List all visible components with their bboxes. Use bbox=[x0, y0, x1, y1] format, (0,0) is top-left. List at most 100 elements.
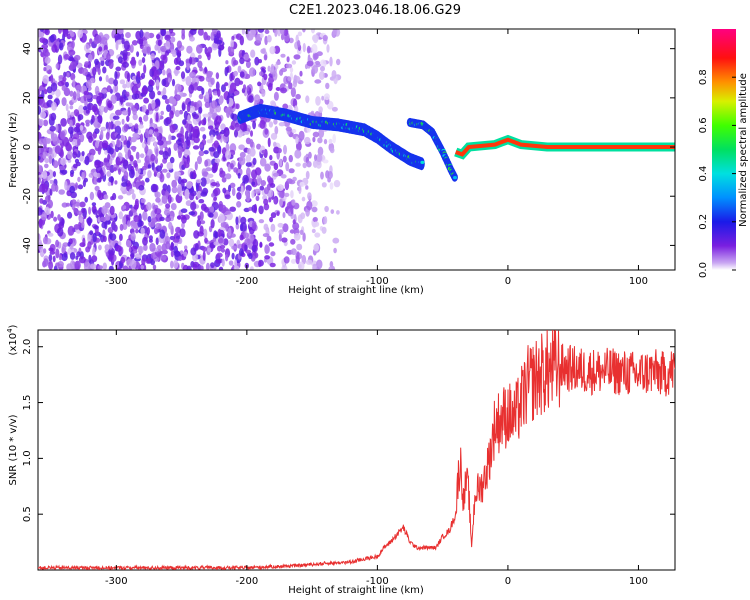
noise-blob bbox=[170, 250, 174, 258]
noise-blob bbox=[60, 118, 67, 127]
noise-blob bbox=[67, 110, 71, 119]
noise-blob bbox=[81, 221, 85, 229]
noise-blob bbox=[164, 34, 171, 41]
noise-blob bbox=[229, 72, 233, 82]
noise-blob bbox=[109, 205, 115, 216]
noise-blob bbox=[44, 158, 50, 164]
snr-scale-exponent: 4 bbox=[6, 328, 14, 333]
noise-blob bbox=[85, 109, 90, 114]
noise-blob bbox=[207, 46, 213, 54]
noise-blob bbox=[192, 145, 200, 150]
noise-blob bbox=[196, 85, 203, 92]
noise-blob bbox=[101, 205, 108, 215]
noise-blob bbox=[152, 264, 157, 270]
noise-blob bbox=[234, 259, 238, 267]
noise-blob bbox=[293, 54, 301, 60]
noise-blob bbox=[197, 60, 203, 69]
noise-blob bbox=[141, 257, 146, 266]
noise-blob bbox=[174, 171, 178, 178]
noise-blob bbox=[154, 128, 159, 133]
noise-blob bbox=[92, 66, 97, 76]
noise-blob bbox=[225, 253, 229, 262]
noise-blob bbox=[157, 39, 162, 47]
noise-blob bbox=[228, 260, 234, 266]
noise-blob bbox=[63, 71, 67, 78]
noise-blob bbox=[159, 173, 165, 183]
noise-blob bbox=[45, 51, 51, 57]
noise-blob bbox=[227, 105, 233, 115]
noise-blob bbox=[186, 136, 190, 147]
noise-blob bbox=[203, 150, 209, 155]
noise-blob bbox=[169, 156, 175, 164]
noise-blob bbox=[114, 180, 118, 185]
noise-blob bbox=[269, 216, 274, 223]
noise-blob bbox=[285, 126, 292, 132]
noise-blob bbox=[295, 93, 301, 100]
noise-blob bbox=[143, 244, 148, 251]
noise-blob bbox=[168, 134, 172, 142]
noise-blob bbox=[228, 184, 232, 192]
noise-blob bbox=[41, 183, 49, 193]
noise-blob bbox=[263, 54, 268, 61]
noise-blob bbox=[60, 130, 66, 140]
noise-blob bbox=[95, 165, 103, 174]
noise-blob bbox=[102, 66, 107, 74]
noise-blob bbox=[224, 66, 228, 77]
noise-blob bbox=[133, 134, 141, 139]
noise-blob bbox=[280, 87, 287, 94]
noise-blob bbox=[105, 214, 111, 221]
noise-blob bbox=[129, 169, 135, 179]
noise-blob bbox=[104, 244, 110, 251]
noise-blob bbox=[75, 84, 82, 90]
zero-line-core bbox=[455, 137, 675, 157]
noise-blob bbox=[186, 45, 193, 54]
noise-blob bbox=[145, 128, 149, 139]
noise-blob bbox=[49, 188, 53, 196]
noise-blob bbox=[236, 129, 244, 138]
noise-blob bbox=[69, 90, 74, 97]
noise-blob bbox=[219, 244, 226, 249]
noise-blob bbox=[288, 154, 293, 163]
noise-blob bbox=[311, 43, 318, 54]
noise-blob bbox=[231, 252, 235, 260]
noise-blob bbox=[213, 187, 221, 196]
noise-blob bbox=[316, 259, 323, 270]
noise-blob bbox=[71, 199, 77, 205]
noise-blob bbox=[81, 171, 85, 180]
noise-blob bbox=[153, 227, 159, 235]
noise-blob bbox=[234, 77, 241, 87]
noise-blob bbox=[111, 220, 116, 231]
noise-blob bbox=[181, 222, 185, 229]
noise-blob bbox=[294, 149, 302, 159]
noise-blob bbox=[207, 247, 212, 253]
noise-blob bbox=[296, 251, 300, 259]
noise-blob bbox=[171, 179, 178, 188]
noise-blob bbox=[153, 140, 157, 148]
noise-blob bbox=[73, 163, 78, 169]
noise-blob bbox=[217, 88, 221, 97]
noise-blob bbox=[97, 123, 101, 128]
noise-blob bbox=[218, 266, 224, 270]
noise-blob bbox=[84, 155, 90, 166]
noise-blob bbox=[114, 120, 122, 127]
noise-blob bbox=[277, 184, 284, 192]
noise-blob bbox=[120, 187, 125, 192]
noise-blob bbox=[129, 154, 134, 162]
noise-blob bbox=[149, 90, 156, 100]
noise-blob bbox=[103, 157, 108, 163]
noise-blob bbox=[155, 237, 159, 245]
noise-blob bbox=[78, 256, 86, 264]
noise-blob bbox=[289, 67, 294, 73]
noise-blob bbox=[155, 60, 160, 68]
noise-blob bbox=[55, 262, 60, 267]
snr-xlabel: Height of straight line (km) bbox=[288, 585, 424, 596]
noise-blob bbox=[258, 219, 265, 224]
noise-blob bbox=[168, 221, 173, 230]
noise-blob bbox=[281, 237, 288, 243]
noise-blob bbox=[308, 151, 312, 159]
noise-blob bbox=[228, 238, 235, 248]
noise-blob bbox=[314, 232, 321, 238]
noise-blob bbox=[226, 95, 230, 105]
noise-blob bbox=[315, 96, 321, 106]
